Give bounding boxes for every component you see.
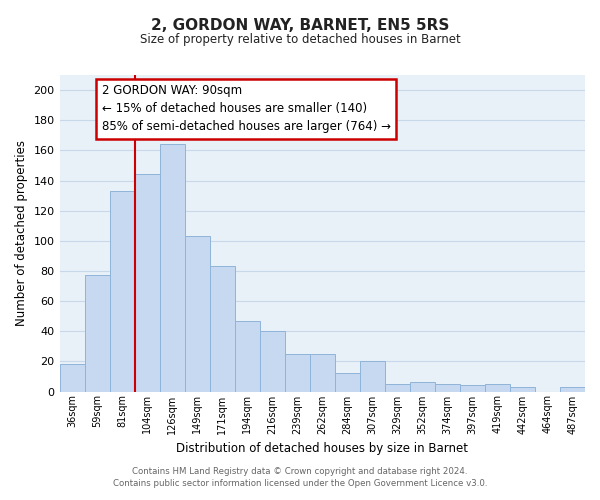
- Bar: [460, 386, 485, 392]
- Y-axis label: Number of detached properties: Number of detached properties: [15, 140, 28, 326]
- Bar: [310, 354, 335, 392]
- Bar: [160, 144, 185, 392]
- Text: 2, GORDON WAY, BARNET, EN5 5RS: 2, GORDON WAY, BARNET, EN5 5RS: [151, 18, 449, 32]
- Bar: [134, 174, 160, 392]
- Text: Size of property relative to detached houses in Barnet: Size of property relative to detached ho…: [140, 32, 460, 46]
- Bar: [385, 384, 410, 392]
- Bar: [235, 320, 260, 392]
- Bar: [85, 276, 110, 392]
- Text: 2 GORDON WAY: 90sqm
← 15% of detached houses are smaller (140)
85% of semi-detac: 2 GORDON WAY: 90sqm ← 15% of detached ho…: [101, 84, 391, 134]
- Bar: [560, 387, 585, 392]
- Bar: [335, 374, 360, 392]
- Bar: [185, 236, 209, 392]
- Bar: [485, 384, 510, 392]
- Bar: [110, 191, 134, 392]
- Bar: [360, 362, 385, 392]
- X-axis label: Distribution of detached houses by size in Barnet: Distribution of detached houses by size …: [176, 442, 468, 455]
- Bar: [285, 354, 310, 392]
- Bar: [59, 364, 85, 392]
- Bar: [209, 266, 235, 392]
- Bar: [260, 331, 285, 392]
- Bar: [435, 384, 460, 392]
- Bar: [510, 387, 535, 392]
- Bar: [410, 382, 435, 392]
- Text: Contains HM Land Registry data © Crown copyright and database right 2024.
Contai: Contains HM Land Registry data © Crown c…: [113, 466, 487, 487]
